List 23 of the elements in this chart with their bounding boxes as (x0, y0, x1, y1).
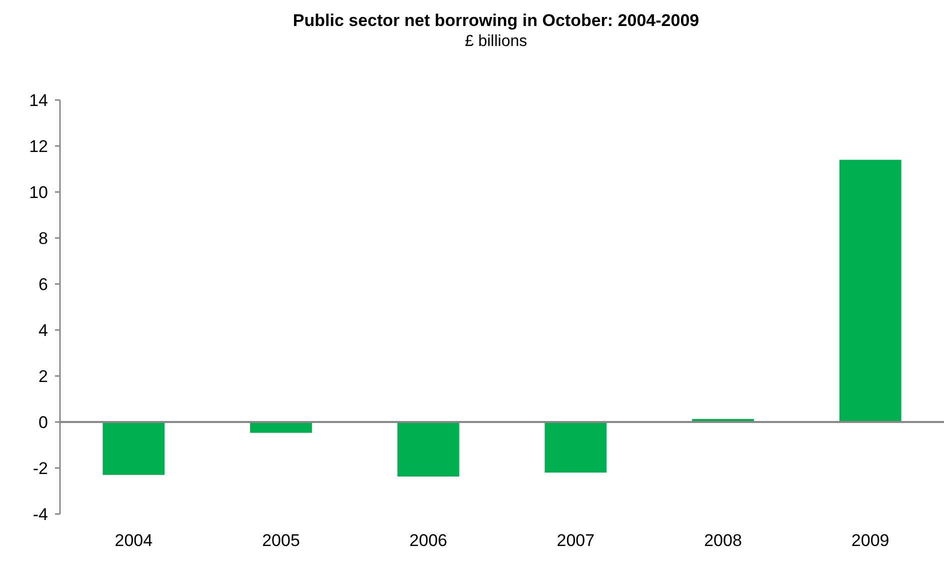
y-tick-label: 8 (38, 228, 48, 248)
bar (102, 422, 165, 475)
y-tick-label: -4 (32, 504, 48, 524)
y-tick-label: 6 (38, 274, 48, 294)
x-tick-label: 2004 (114, 531, 153, 550)
y-tick-label: 2 (38, 366, 48, 386)
x-tick-label: 2008 (704, 531, 742, 550)
chart-title: Public sector net borrowing in October: 2004-2009 (292, 11, 700, 30)
bar (250, 422, 312, 433)
y-tick-label: -2 (32, 458, 48, 478)
bar (544, 422, 607, 473)
y-tick-label: 4 (38, 320, 48, 340)
bar (397, 422, 460, 477)
x-tick-label: 2005 (262, 531, 300, 550)
y-tick-label: 0 (38, 412, 48, 432)
x-tick-label: 2009 (851, 531, 890, 550)
bar (839, 160, 902, 422)
y-tick-label: 10 (29, 182, 48, 202)
y-tick-label: 12 (29, 136, 48, 156)
chart-subtitle: £ billions (464, 33, 528, 50)
x-tick-label: 2006 (409, 531, 448, 550)
y-tick-label: 14 (29, 90, 48, 110)
x-tick-label: 2007 (556, 531, 595, 550)
